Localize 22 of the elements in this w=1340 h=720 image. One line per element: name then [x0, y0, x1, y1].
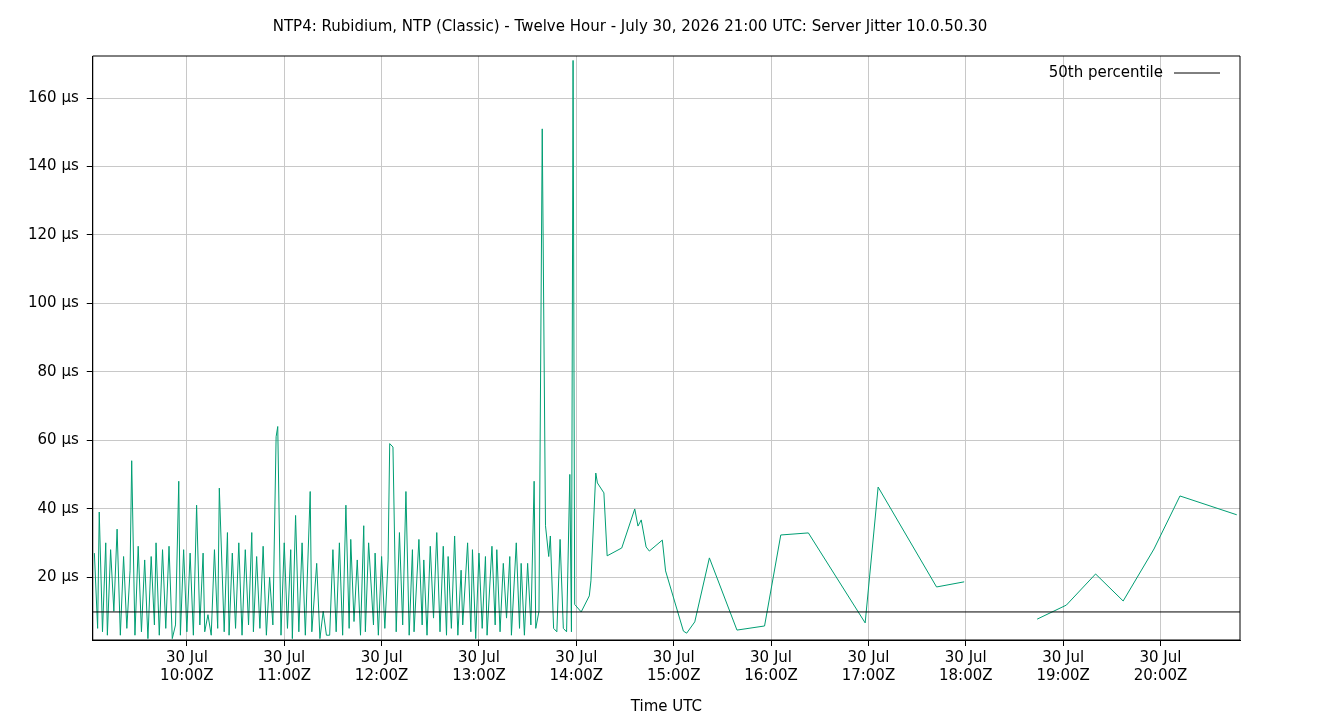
y-tick-label: 40 µs [37, 498, 79, 517]
x-tick-label: 30 Jul 13:00Z [452, 647, 506, 684]
y-tick-label: 60 µs [37, 430, 79, 449]
x-tick-label: 30 Jul 20:00Z [1133, 647, 1188, 684]
legend-label: 50th percentile [1048, 62, 1163, 81]
y-tick-label: 100 µs [27, 293, 79, 312]
x-tick-label: 30 Jul 16:00Z [744, 647, 798, 684]
x-tick-label: 30 Jul 17:00Z [841, 647, 896, 684]
chart-title: NTP4: Rubidium, NTP (Classic) - Twelve Hour - July 30, 2026 21:00 UTC: Server Jitter 10.0.50.30 [272, 16, 988, 35]
x-tick-label: 30 Jul 19:00Z [1036, 647, 1090, 684]
y-tick-label: 140 µs [27, 156, 79, 175]
x-tick-label: 30 Jul 12:00Z [354, 647, 409, 684]
x-tick-label: 30 Jul 10:00Z [160, 647, 214, 684]
x-axis-title: Time UTC [629, 696, 702, 715]
x-tick-label: 30 Jul 15:00Z [646, 647, 701, 684]
y-tick-label: 20 µs [37, 566, 79, 585]
x-tick-label: 30 Jul 14:00Z [549, 647, 604, 684]
x-tick-label: 30 Jul 11:00Z [257, 647, 311, 684]
x-tick-label: 30 Jul 18:00Z [939, 647, 993, 684]
y-tick-label: 80 µs [37, 361, 79, 380]
y-tick-label: 120 µs [27, 224, 79, 243]
y-tick-label: 160 µs [27, 87, 79, 106]
